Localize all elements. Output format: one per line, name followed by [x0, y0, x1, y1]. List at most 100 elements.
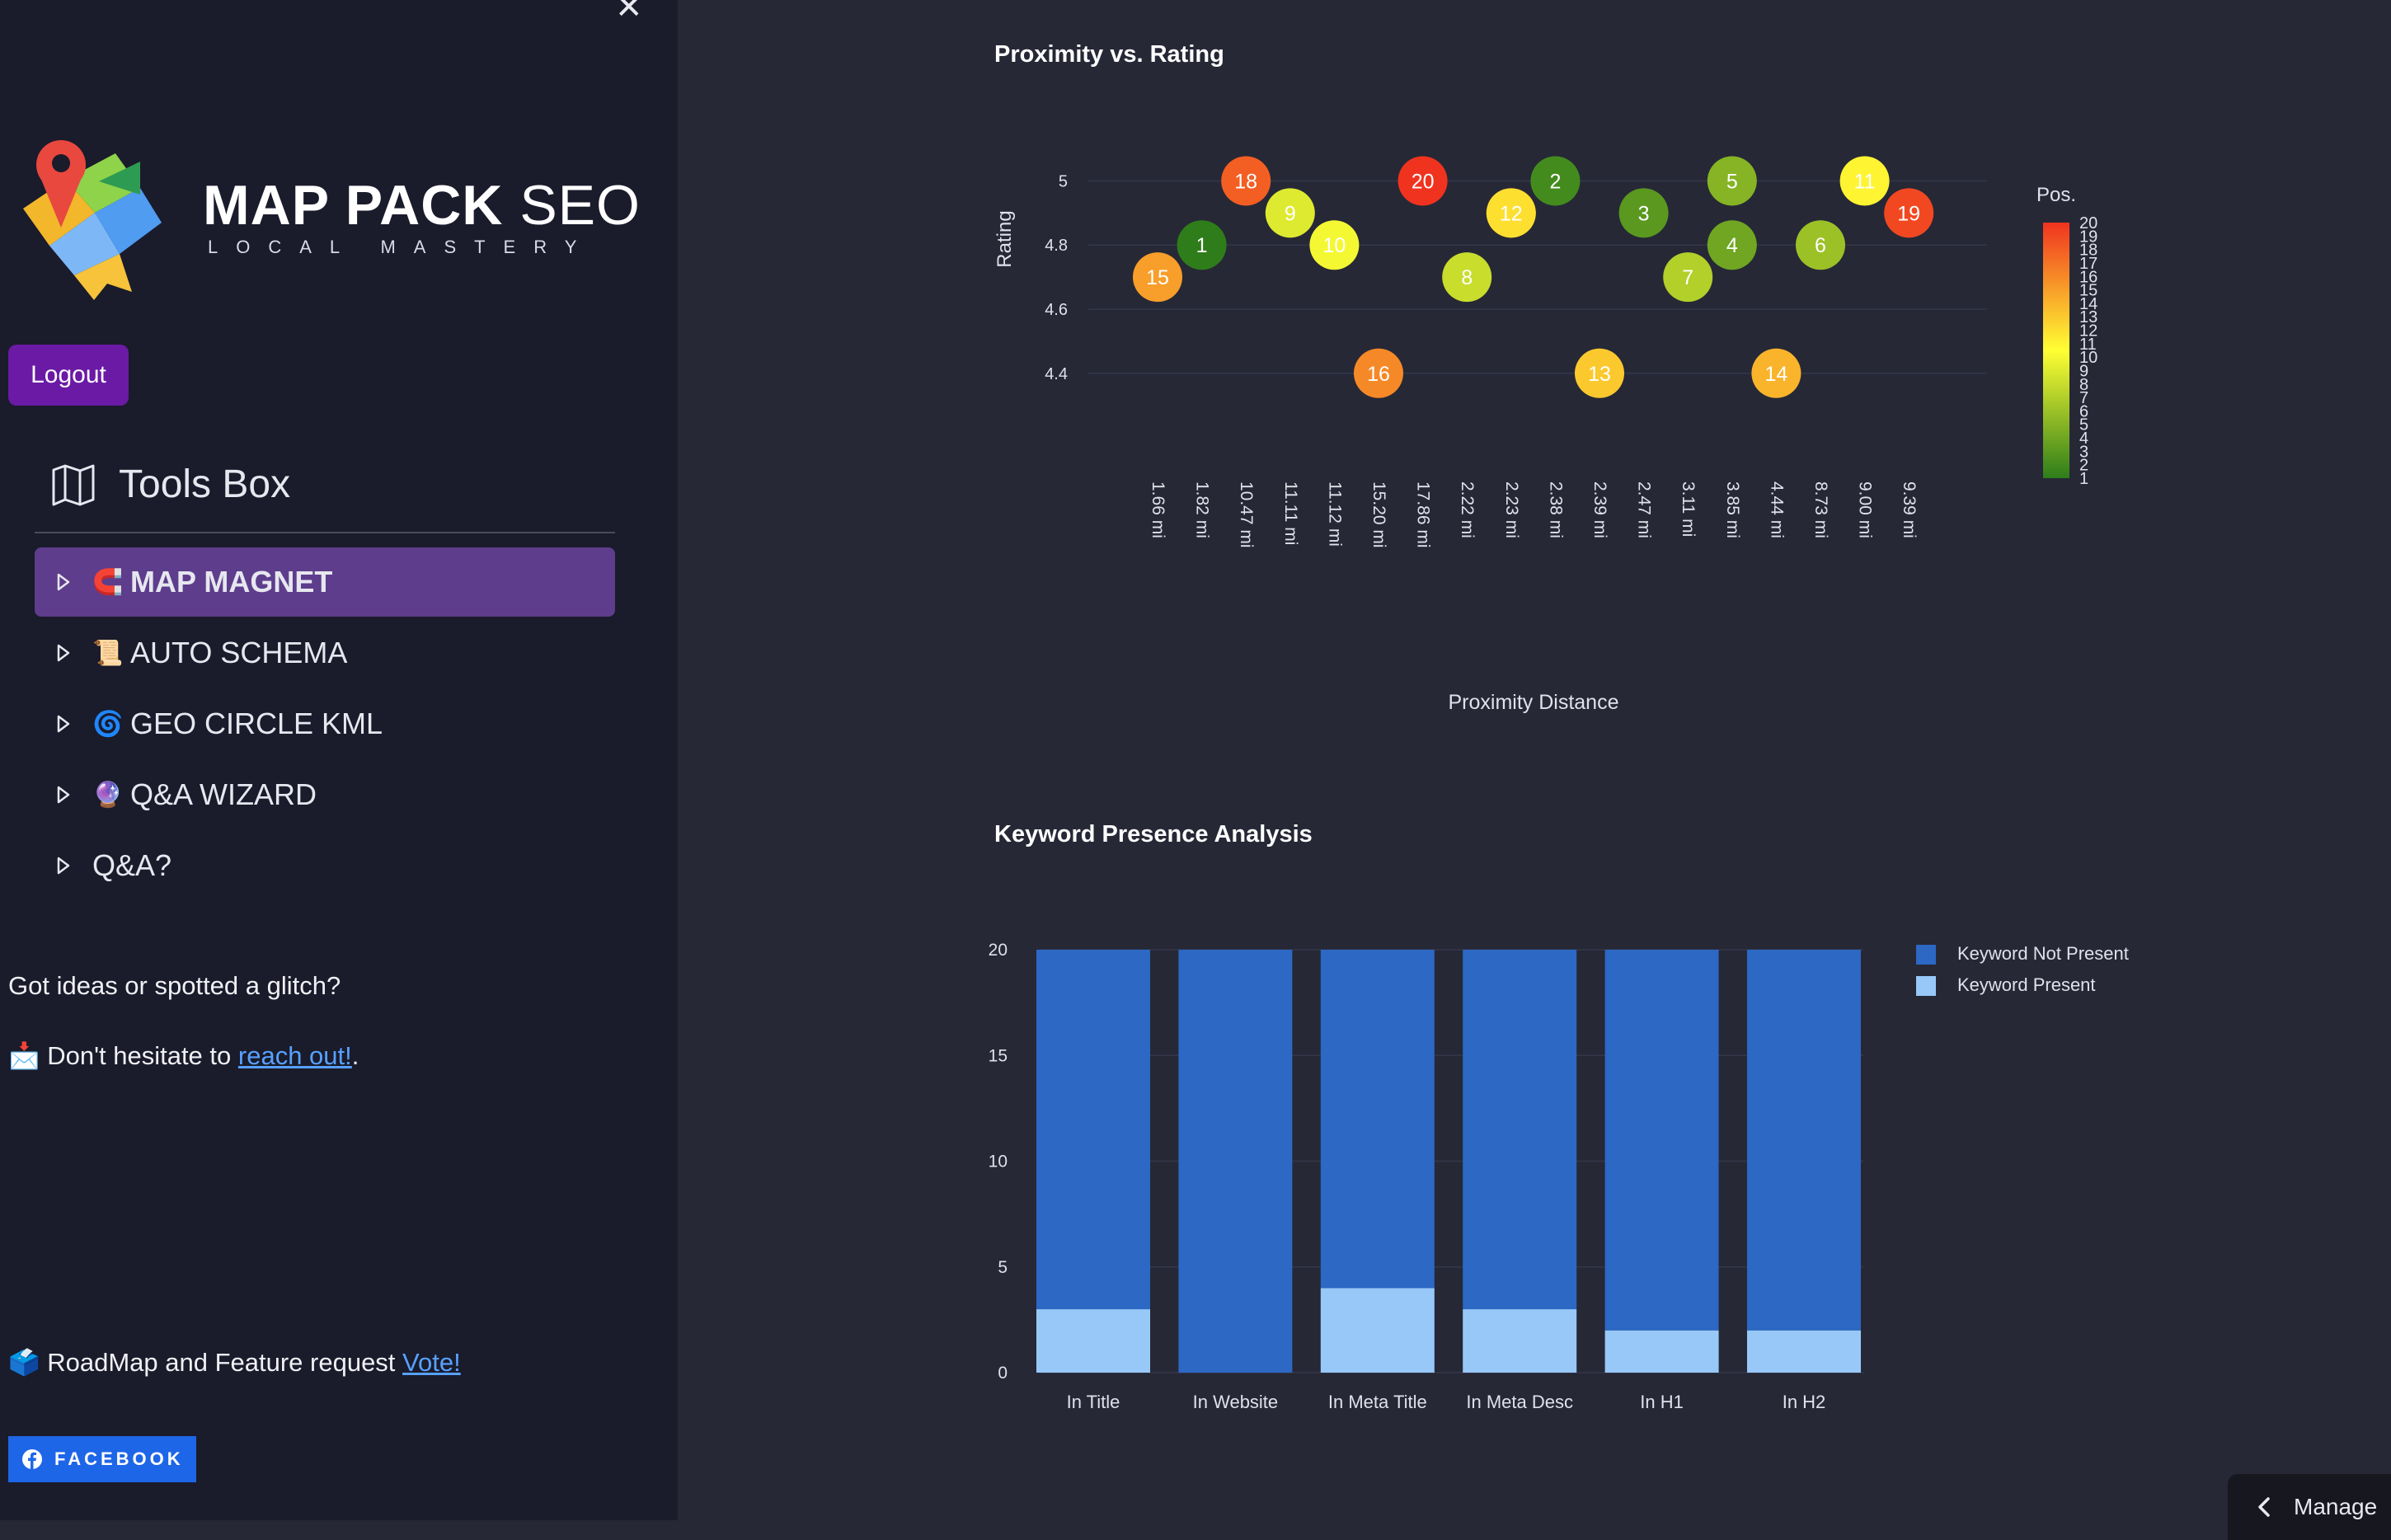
x-tick-label: 3.85 mi: [1723, 481, 1742, 538]
colorbar-tick-label: 6: [2079, 402, 2088, 420]
scatter-point: 5: [1707, 156, 1757, 206]
point-marker: [1663, 252, 1713, 303]
point-marker: [1177, 220, 1227, 270]
point-label: 7: [1682, 266, 1693, 289]
map-icon: [52, 464, 95, 505]
point-label: 18: [1234, 170, 1257, 193]
x-tick-label: 2.47 mi: [1635, 481, 1654, 538]
x-tick-label: In H1: [1640, 1392, 1684, 1412]
scroll-icon: 📜: [92, 639, 124, 667]
scatter-point: 11: [1839, 156, 1890, 206]
colorbar-tick-label: 3: [2079, 443, 2088, 461]
x-tick-label: 17.86 mi: [1414, 481, 1433, 548]
point-marker: [1707, 220, 1757, 270]
point-label: 5: [1726, 170, 1738, 193]
colorbar-tick-label: 18: [2079, 242, 2097, 260]
colorbar-title: Pos.: [2036, 184, 2076, 206]
point-label: 2: [1549, 170, 1561, 193]
point-marker: [1751, 348, 1801, 398]
magnet-icon: 🧲: [92, 568, 124, 596]
colorbar-tick-label: 1: [2079, 470, 2088, 488]
scatter-point: 20: [1397, 156, 1448, 206]
nav-label: MAP MAGNET: [130, 565, 333, 599]
expand-caret-icon: [57, 715, 70, 733]
point-marker: [1221, 156, 1271, 206]
reach-out-link[interactable]: reach out!: [237, 1041, 352, 1070]
scatter-point: 12: [1486, 188, 1536, 238]
x-tick-label: In Meta Desc: [1466, 1392, 1573, 1412]
x-tick-label: 2.22 mi: [1458, 481, 1477, 538]
scatter-point: 15: [1133, 252, 1182, 303]
x-tick-label: 10.47 mi: [1237, 481, 1256, 548]
colorbar-tick-label: 11: [2079, 336, 2097, 354]
x-tick-label: 15.20 mi: [1369, 481, 1388, 548]
x-tick-label: 2.38 mi: [1546, 481, 1565, 538]
logout-button[interactable]: Logout: [8, 345, 129, 406]
scatter-point: 3: [1618, 188, 1669, 238]
close-sidebar-icon[interactable]: ✕: [615, 0, 643, 26]
scatter-point: 10: [1309, 220, 1360, 270]
x-tick-label: In H2: [1783, 1392, 1826, 1412]
x-tick-label: In Website: [1193, 1392, 1279, 1412]
point-label: 8: [1461, 266, 1473, 289]
scatter-point: 6: [1796, 220, 1845, 270]
x-tick-label: 1.82 mi: [1193, 481, 1212, 538]
divider: [35, 532, 615, 533]
colorbar-tick-label: 19: [2079, 228, 2097, 246]
legend-label: Keyword Present: [1957, 974, 2096, 995]
point-label: 15: [1146, 266, 1169, 289]
legend-swatch: [1916, 976, 1936, 996]
point-label: 9: [1285, 202, 1296, 225]
point-marker: [1707, 156, 1757, 206]
point-marker: [1265, 188, 1315, 238]
nav-item-geo-circle-kml[interactable]: 🌀 GEO CIRCLE KML: [35, 689, 615, 758]
expand-caret-icon: [57, 857, 70, 875]
nav-item-auto-schema[interactable]: 📜 AUTO SCHEMA: [35, 618, 615, 688]
bar-segment: [1320, 1288, 1435, 1373]
point-marker: [1839, 156, 1890, 206]
scatter-point: 8: [1442, 252, 1492, 303]
nav-item-qa-wizard[interactable]: 🔮 Q&A WIZARD: [35, 760, 615, 829]
bar-segment: [1747, 1330, 1861, 1373]
bar-segment: [1036, 950, 1150, 1310]
scatter-point: 18: [1221, 156, 1271, 206]
x-axis-label: Proximity Distance: [1449, 691, 1619, 714]
legend-swatch: [1916, 945, 1936, 965]
scatter-point: 16: [1354, 348, 1403, 398]
scatter-chart-title: Proximity vs. Rating: [994, 41, 1224, 68]
y-tick-label: 4.8: [1045, 237, 1068, 255]
chevron-left-icon: [2258, 1497, 2270, 1517]
colorbar-tick-label: 5: [2079, 416, 2088, 434]
manage-app-button[interactable]: Manage: [2228, 1474, 2391, 1540]
nav-item-map-magnet[interactable]: 🧲 MAP MAGNET: [35, 547, 615, 617]
expand-caret-icon: [57, 573, 70, 591]
point-marker: [1796, 220, 1845, 270]
point-label: 16: [1367, 363, 1390, 386]
y-tick-label: 5: [1059, 172, 1068, 190]
facebook-button[interactable]: FACEBOOK: [8, 1436, 196, 1482]
x-tick-label: 3.11 mi: [1679, 481, 1698, 537]
x-tick-label: 1.66 mi: [1149, 481, 1167, 538]
point-marker: [1397, 156, 1448, 206]
legend-label: Keyword Not Present: [1957, 943, 2129, 964]
vote-link[interactable]: Vote!: [402, 1348, 461, 1377]
scatter-point: 13: [1575, 348, 1624, 398]
colorbar-tick-label: 2: [2079, 457, 2088, 475]
bar-chart-title: Keyword Presence Analysis: [994, 821, 1313, 847]
y-tick-label: 10: [989, 1153, 1008, 1171]
cyclone-icon: 🌀: [92, 710, 124, 738]
point-marker: [1133, 252, 1182, 303]
colorbar-tick-label: 10: [2079, 349, 2097, 367]
bar-segment: [1604, 1330, 1719, 1373]
colorbar-tick-label: 8: [2079, 376, 2088, 394]
y-tick-label: 5: [998, 1258, 1008, 1277]
x-tick-label: 4.44 mi: [1767, 481, 1786, 538]
point-marker: [1442, 252, 1492, 303]
nav-item-qa[interactable]: Q&A?: [35, 831, 615, 900]
point-label: 19: [1897, 202, 1920, 225]
scatter-point: 7: [1663, 252, 1713, 303]
colorbar-tick-label: 15: [2079, 282, 2097, 300]
colorbar-tick-label: 14: [2079, 295, 2097, 313]
crystal-ball-icon: 🔮: [92, 781, 124, 809]
y-tick-label: 4.6: [1045, 301, 1068, 319]
